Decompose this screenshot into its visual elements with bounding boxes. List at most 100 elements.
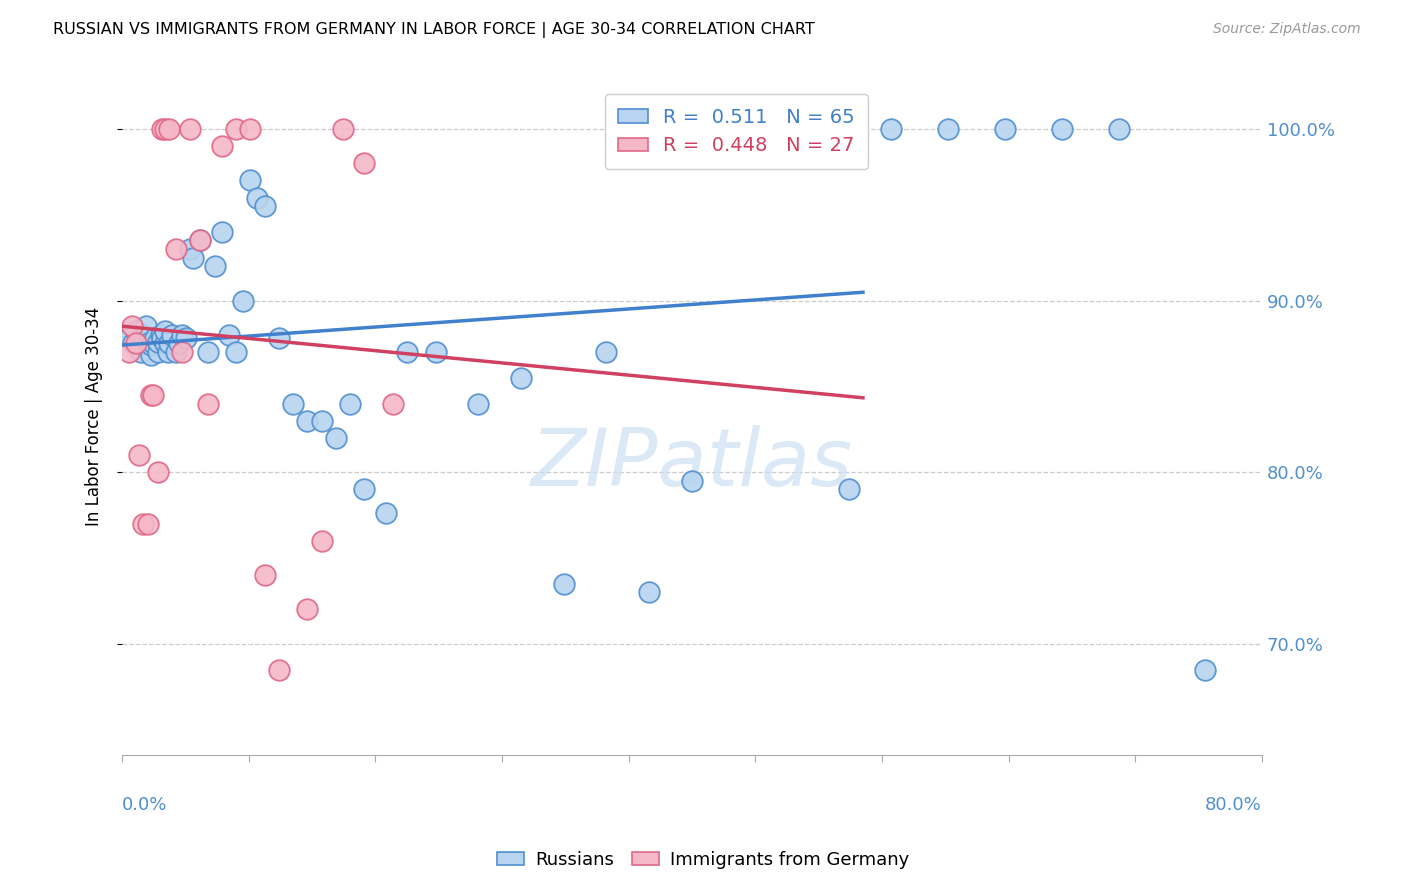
- Point: [994, 122, 1017, 136]
- Point: [153, 336, 176, 351]
- Point: [149, 327, 172, 342]
- Text: ZIPatlas: ZIPatlas: [531, 425, 853, 503]
- Point: [142, 388, 165, 402]
- Point: [311, 533, 333, 548]
- Point: [353, 483, 375, 497]
- Point: [425, 345, 447, 359]
- Point: [297, 414, 319, 428]
- Point: [167, 336, 190, 351]
- Point: [325, 431, 347, 445]
- Point: [246, 190, 269, 204]
- Point: [225, 122, 247, 136]
- Point: [190, 234, 212, 248]
- Point: [395, 345, 418, 359]
- Text: RUSSIAN VS IMMIGRANTS FROM GERMANY IN LABOR FORCE | AGE 30-34 CORRELATION CHART: RUSSIAN VS IMMIGRANTS FROM GERMANY IN LA…: [53, 22, 815, 38]
- Point: [153, 122, 176, 136]
- Point: [122, 336, 145, 351]
- Point: [553, 576, 575, 591]
- Point: [1052, 122, 1074, 136]
- Point: [139, 388, 162, 402]
- Point: [253, 568, 276, 582]
- Point: [239, 122, 262, 136]
- Point: [136, 336, 159, 351]
- Point: [132, 327, 155, 342]
- Point: [225, 345, 247, 359]
- Point: [381, 396, 404, 410]
- Point: [190, 234, 212, 248]
- Point: [165, 242, 187, 256]
- Y-axis label: In Labor Force | Age 30-34: In Labor Force | Age 30-34: [86, 307, 103, 526]
- Point: [808, 122, 831, 136]
- Point: [139, 338, 162, 352]
- Text: 80.0%: 80.0%: [1205, 796, 1263, 814]
- Point: [132, 516, 155, 531]
- Point: [595, 345, 617, 359]
- Point: [136, 516, 159, 531]
- Text: 0.0%: 0.0%: [122, 796, 167, 814]
- Point: [143, 331, 166, 345]
- Text: Source: ZipAtlas.com: Source: ZipAtlas.com: [1213, 22, 1361, 37]
- Point: [132, 336, 155, 351]
- Point: [752, 122, 775, 136]
- Legend: R =  0.511   N = 65, R =  0.448   N = 27: R = 0.511 N = 65, R = 0.448 N = 27: [605, 94, 869, 169]
- Point: [160, 327, 183, 342]
- Point: [253, 199, 276, 213]
- Point: [197, 345, 219, 359]
- Point: [197, 396, 219, 410]
- Point: [353, 156, 375, 170]
- Point: [165, 345, 187, 359]
- Point: [139, 349, 162, 363]
- Point: [311, 414, 333, 428]
- Point: [174, 331, 197, 345]
- Point: [232, 293, 254, 308]
- Point: [638, 585, 661, 599]
- Point: [467, 396, 489, 410]
- Legend: Russians, Immigrants from Germany: Russians, Immigrants from Germany: [489, 844, 917, 876]
- Point: [181, 251, 204, 265]
- Point: [211, 225, 233, 239]
- Point: [118, 345, 141, 359]
- Point: [150, 331, 173, 345]
- Point: [142, 336, 165, 351]
- Point: [125, 325, 148, 339]
- Point: [374, 507, 396, 521]
- Point: [179, 242, 201, 256]
- Point: [880, 122, 903, 136]
- Point: [938, 122, 960, 136]
- Point: [281, 396, 304, 410]
- Point: [135, 319, 157, 334]
- Point: [146, 345, 169, 359]
- Point: [170, 345, 193, 359]
- Point: [1108, 122, 1130, 136]
- Point: [838, 483, 860, 497]
- Point: [146, 465, 169, 479]
- Point: [297, 602, 319, 616]
- Point: [332, 122, 354, 136]
- Point: [125, 336, 148, 351]
- Point: [218, 327, 240, 342]
- Point: [1194, 663, 1216, 677]
- Point: [157, 122, 180, 136]
- Point: [211, 139, 233, 153]
- Point: [150, 122, 173, 136]
- Point: [267, 331, 290, 345]
- Point: [239, 173, 262, 187]
- Point: [129, 345, 152, 359]
- Point: [179, 122, 201, 136]
- Point: [681, 474, 703, 488]
- Point: [121, 319, 143, 334]
- Point: [267, 663, 290, 677]
- Point: [128, 334, 150, 349]
- Point: [724, 122, 747, 136]
- Point: [128, 448, 150, 462]
- Point: [146, 334, 169, 349]
- Point: [118, 331, 141, 345]
- Point: [510, 371, 533, 385]
- Point: [156, 345, 179, 359]
- Point: [204, 259, 226, 273]
- Point: [339, 396, 361, 410]
- Point: [780, 122, 803, 136]
- Point: [170, 327, 193, 342]
- Point: [153, 325, 176, 339]
- Point: [157, 336, 180, 351]
